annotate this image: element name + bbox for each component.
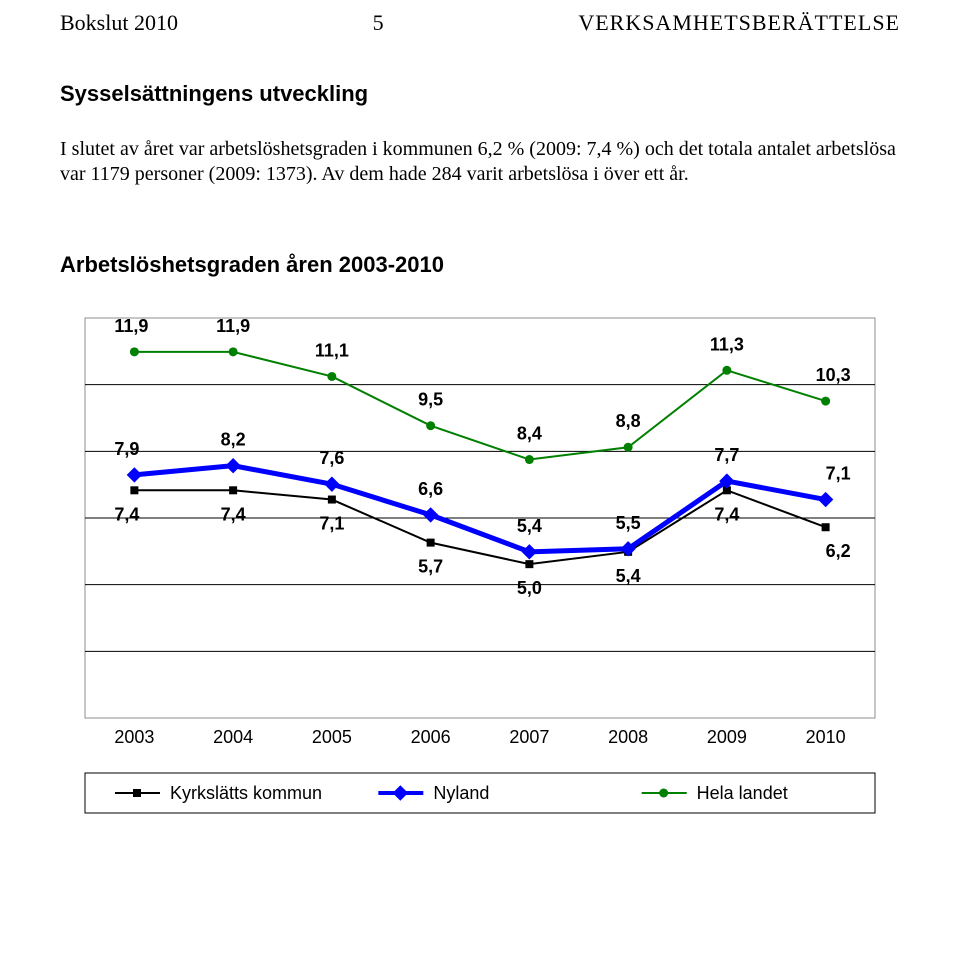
svg-text:11,9: 11,9 [114, 316, 148, 336]
svg-text:2005: 2005 [312, 727, 352, 747]
svg-text:11,9: 11,9 [216, 316, 250, 336]
svg-text:7,4: 7,4 [221, 504, 246, 524]
svg-text:5,0: 5,0 [517, 578, 542, 598]
svg-text:Kyrkslätts kommun: Kyrkslätts kommun [170, 783, 322, 803]
svg-text:9,5: 9,5 [418, 390, 443, 410]
svg-text:8,8: 8,8 [616, 411, 641, 431]
svg-text:11,3: 11,3 [710, 334, 744, 354]
svg-text:7,4: 7,4 [714, 504, 739, 524]
svg-text:2004: 2004 [213, 727, 253, 747]
line-chart: 2003 2004 2005 2006 2007 2008 2009 2010 7,4 7,4 7,… [60, 298, 900, 818]
header-right: VERKSAMHETSBERÄTTELSE [578, 10, 900, 36]
svg-text:5,4: 5,4 [517, 516, 542, 536]
svg-text:Hela landet: Hela landet [697, 783, 788, 803]
chart-title: Arbetslöshetsgraden åren 2003-2010 [60, 252, 900, 278]
svg-text:8,4: 8,4 [517, 424, 542, 444]
svg-text:5,5: 5,5 [616, 513, 641, 533]
page-header: Bokslut 2010 5 VERKSAMHETSBERÄTTELSE [60, 0, 900, 36]
svg-text:8,2: 8,2 [221, 430, 246, 450]
svg-text:2003: 2003 [114, 727, 154, 747]
svg-text:2007: 2007 [509, 727, 549, 747]
header-left: Bokslut 2010 [60, 10, 178, 36]
svg-text:5,4: 5,4 [616, 566, 641, 586]
svg-text:7,1: 7,1 [826, 464, 851, 484]
svg-text:2009: 2009 [707, 727, 747, 747]
svg-text:7,6: 7,6 [319, 448, 344, 468]
svg-text:2006: 2006 [411, 727, 451, 747]
body-text: I slutet av året var arbetslöshetsgraden… [60, 137, 900, 187]
page: Bokslut 2010 5 VERKSAMHETSBERÄTTELSE Sys… [0, 0, 960, 971]
svg-text:Nyland: Nyland [433, 783, 489, 803]
svg-text:11,1: 11,1 [315, 340, 349, 360]
svg-text:2010: 2010 [806, 727, 846, 747]
header-center: 5 [373, 10, 384, 36]
chart-container: 2003 2004 2005 2006 2007 2008 2009 2010 7,4 7,4 7,… [60, 298, 900, 823]
svg-text:6,6: 6,6 [418, 479, 443, 499]
svg-text:10,3: 10,3 [816, 365, 851, 385]
svg-text:6,2: 6,2 [826, 541, 851, 561]
svg-text:5,7: 5,7 [418, 557, 443, 577]
section-title: Sysselsättningens utveckling [60, 81, 900, 107]
svg-text:7,4: 7,4 [114, 504, 139, 524]
svg-text:2008: 2008 [608, 727, 648, 747]
svg-text:7,9: 7,9 [114, 439, 139, 459]
svg-text:7,7: 7,7 [714, 445, 739, 465]
svg-text:7,1: 7,1 [319, 514, 344, 534]
